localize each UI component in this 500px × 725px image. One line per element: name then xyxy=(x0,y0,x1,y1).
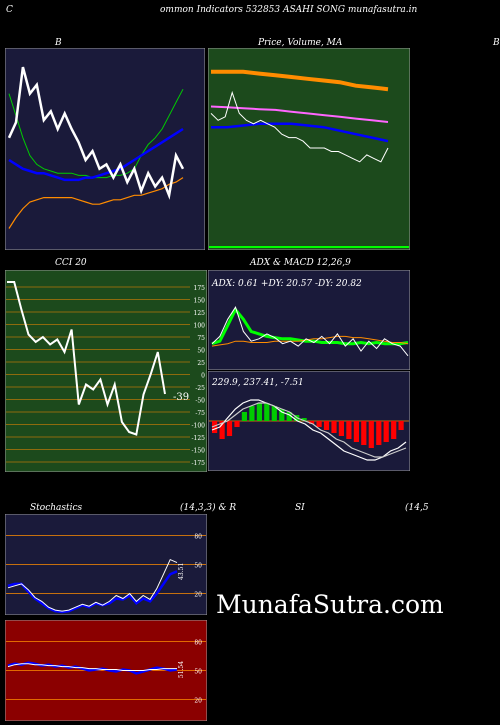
watermark: MunafaSutra.com xyxy=(216,590,444,619)
macd-histogram-bar xyxy=(398,421,404,430)
cci-last-value: -39 xyxy=(173,392,189,403)
macd-histogram-bar xyxy=(323,421,330,430)
adx-series-line xyxy=(211,335,409,347)
macd-histogram-bar xyxy=(234,421,240,427)
cci-tick-label: 150 xyxy=(194,298,206,305)
stochastic-chart: 80 50 20 43.51 xyxy=(5,514,207,615)
price-series-line xyxy=(211,69,389,92)
cci-title: CCI 20 xyxy=(55,258,87,268)
oscillator-last-value: 51.54 xyxy=(178,661,185,678)
macd-histogram-bar xyxy=(391,421,397,439)
price-series-line xyxy=(210,90,389,163)
macd-series-line xyxy=(211,402,407,458)
macd-histogram-bar xyxy=(301,418,307,421)
oscillator-series-line xyxy=(7,558,178,612)
oscillator-tick-label: 50 xyxy=(194,563,202,570)
macd-histogram-bar xyxy=(346,421,352,439)
macd-histogram-bar xyxy=(271,406,277,421)
adx-bg xyxy=(208,270,410,370)
macd-histogram-bar xyxy=(376,421,382,445)
cci-chart: 175 150 125 100 75 50 25 0 -25 -50 -75 -100 -125 -150… xyxy=(5,270,207,472)
macd-histogram-bar xyxy=(368,421,374,448)
macd-histogram-bar xyxy=(286,412,292,421)
cci-tick-label: -75 xyxy=(195,410,205,417)
oscillator-series-line xyxy=(7,570,178,614)
macd-label: 229.9, 237.41, -7.51 xyxy=(211,378,304,388)
bollinger-bg xyxy=(5,48,205,250)
oscillator-tick-label: 80 xyxy=(194,533,202,540)
stochastic-title: Stochastics xyxy=(30,503,83,513)
cci-bg xyxy=(5,270,207,472)
oscillator-series-line xyxy=(7,663,177,671)
bollinger-chart xyxy=(5,48,205,250)
macd-histogram-bar xyxy=(279,409,285,421)
cci-tick-label: 175 xyxy=(194,285,206,292)
macd-histogram-bar xyxy=(241,412,247,421)
cci-tick-label: -175 xyxy=(192,460,206,467)
cci-tick-label: 25 xyxy=(197,360,205,367)
cci-tick-label: -25 xyxy=(195,385,205,392)
macd-histogram-bar xyxy=(331,421,337,433)
stochastic-params: (14,3,3) & R xyxy=(180,503,237,513)
bollinger-series-line xyxy=(7,66,185,200)
cci-tick-label: -50 xyxy=(195,398,205,405)
cci-line xyxy=(7,281,166,436)
macd-histogram-bar xyxy=(226,421,233,436)
header-right-letter: B xyxy=(493,38,500,48)
bollinger-title: B xyxy=(55,38,62,48)
macd-histogram-bar xyxy=(264,403,270,421)
cci-tick-label: -100 xyxy=(192,423,206,430)
macd-histogram-bar xyxy=(219,421,225,439)
header-left-letter: C xyxy=(6,5,13,15)
cci-tick-label: -125 xyxy=(192,435,206,442)
oscillator-last-value: 43.51 xyxy=(178,563,185,580)
price-ma-chart xyxy=(208,48,410,250)
cci-tick-label: -150 xyxy=(192,448,206,455)
cci-tick-label: 75 xyxy=(197,335,205,342)
adx-chart: ADX: 0.61 +DY: 20.57 -DY: 20.82 xyxy=(208,270,410,370)
price-ma-title: Price, Volume, MA xyxy=(258,38,343,48)
bollinger-series-line xyxy=(8,177,184,229)
cci-tick-label: 100 xyxy=(194,323,206,330)
macd-histogram-bar xyxy=(361,421,367,445)
macd-chart: 229.9, 237.41, -7.51 xyxy=(208,371,410,471)
macd-histogram-bar xyxy=(353,421,359,442)
rsi-chart: 80 50 20 51.54 xyxy=(5,620,207,721)
oscillator-tick-label: 80 xyxy=(194,639,202,646)
bollinger-series-line xyxy=(8,127,184,182)
macd-histogram-bar xyxy=(316,421,322,427)
adx-series-line xyxy=(211,306,409,357)
macd-series-line xyxy=(211,399,407,461)
macd-histogram-bar xyxy=(383,421,389,442)
macd-histogram-bar xyxy=(256,403,262,421)
rsi-params: (14,5 xyxy=(405,503,429,513)
price-series-line xyxy=(211,122,389,143)
rsi-title: SI xyxy=(295,503,305,513)
adx-label: ADX: 0.61 +DY: 20.57 -DY: 20.82 xyxy=(211,279,362,289)
cci-tick-label: 125 xyxy=(194,310,206,317)
oscillator-tick-label: 50 xyxy=(194,669,202,676)
cci-tick-label: 50 xyxy=(197,348,205,355)
price-series-line xyxy=(210,105,389,123)
oscillator-tick-label: 20 xyxy=(194,592,202,599)
macd-histogram-bar xyxy=(309,421,315,424)
page-title: ommon Indicators 532853 ASAHI SONG munaf… xyxy=(160,5,418,15)
cci-tick-label: 0 xyxy=(201,373,205,380)
macd-histogram-bar xyxy=(249,406,255,421)
oscillator-tick-label: 20 xyxy=(194,698,202,705)
price-ma-bg xyxy=(208,48,410,250)
adx-macd-title: ADX & MACD 12,26,9 xyxy=(250,258,351,268)
macd-histogram-bar xyxy=(212,421,218,433)
macd-histogram-bar xyxy=(338,421,344,436)
